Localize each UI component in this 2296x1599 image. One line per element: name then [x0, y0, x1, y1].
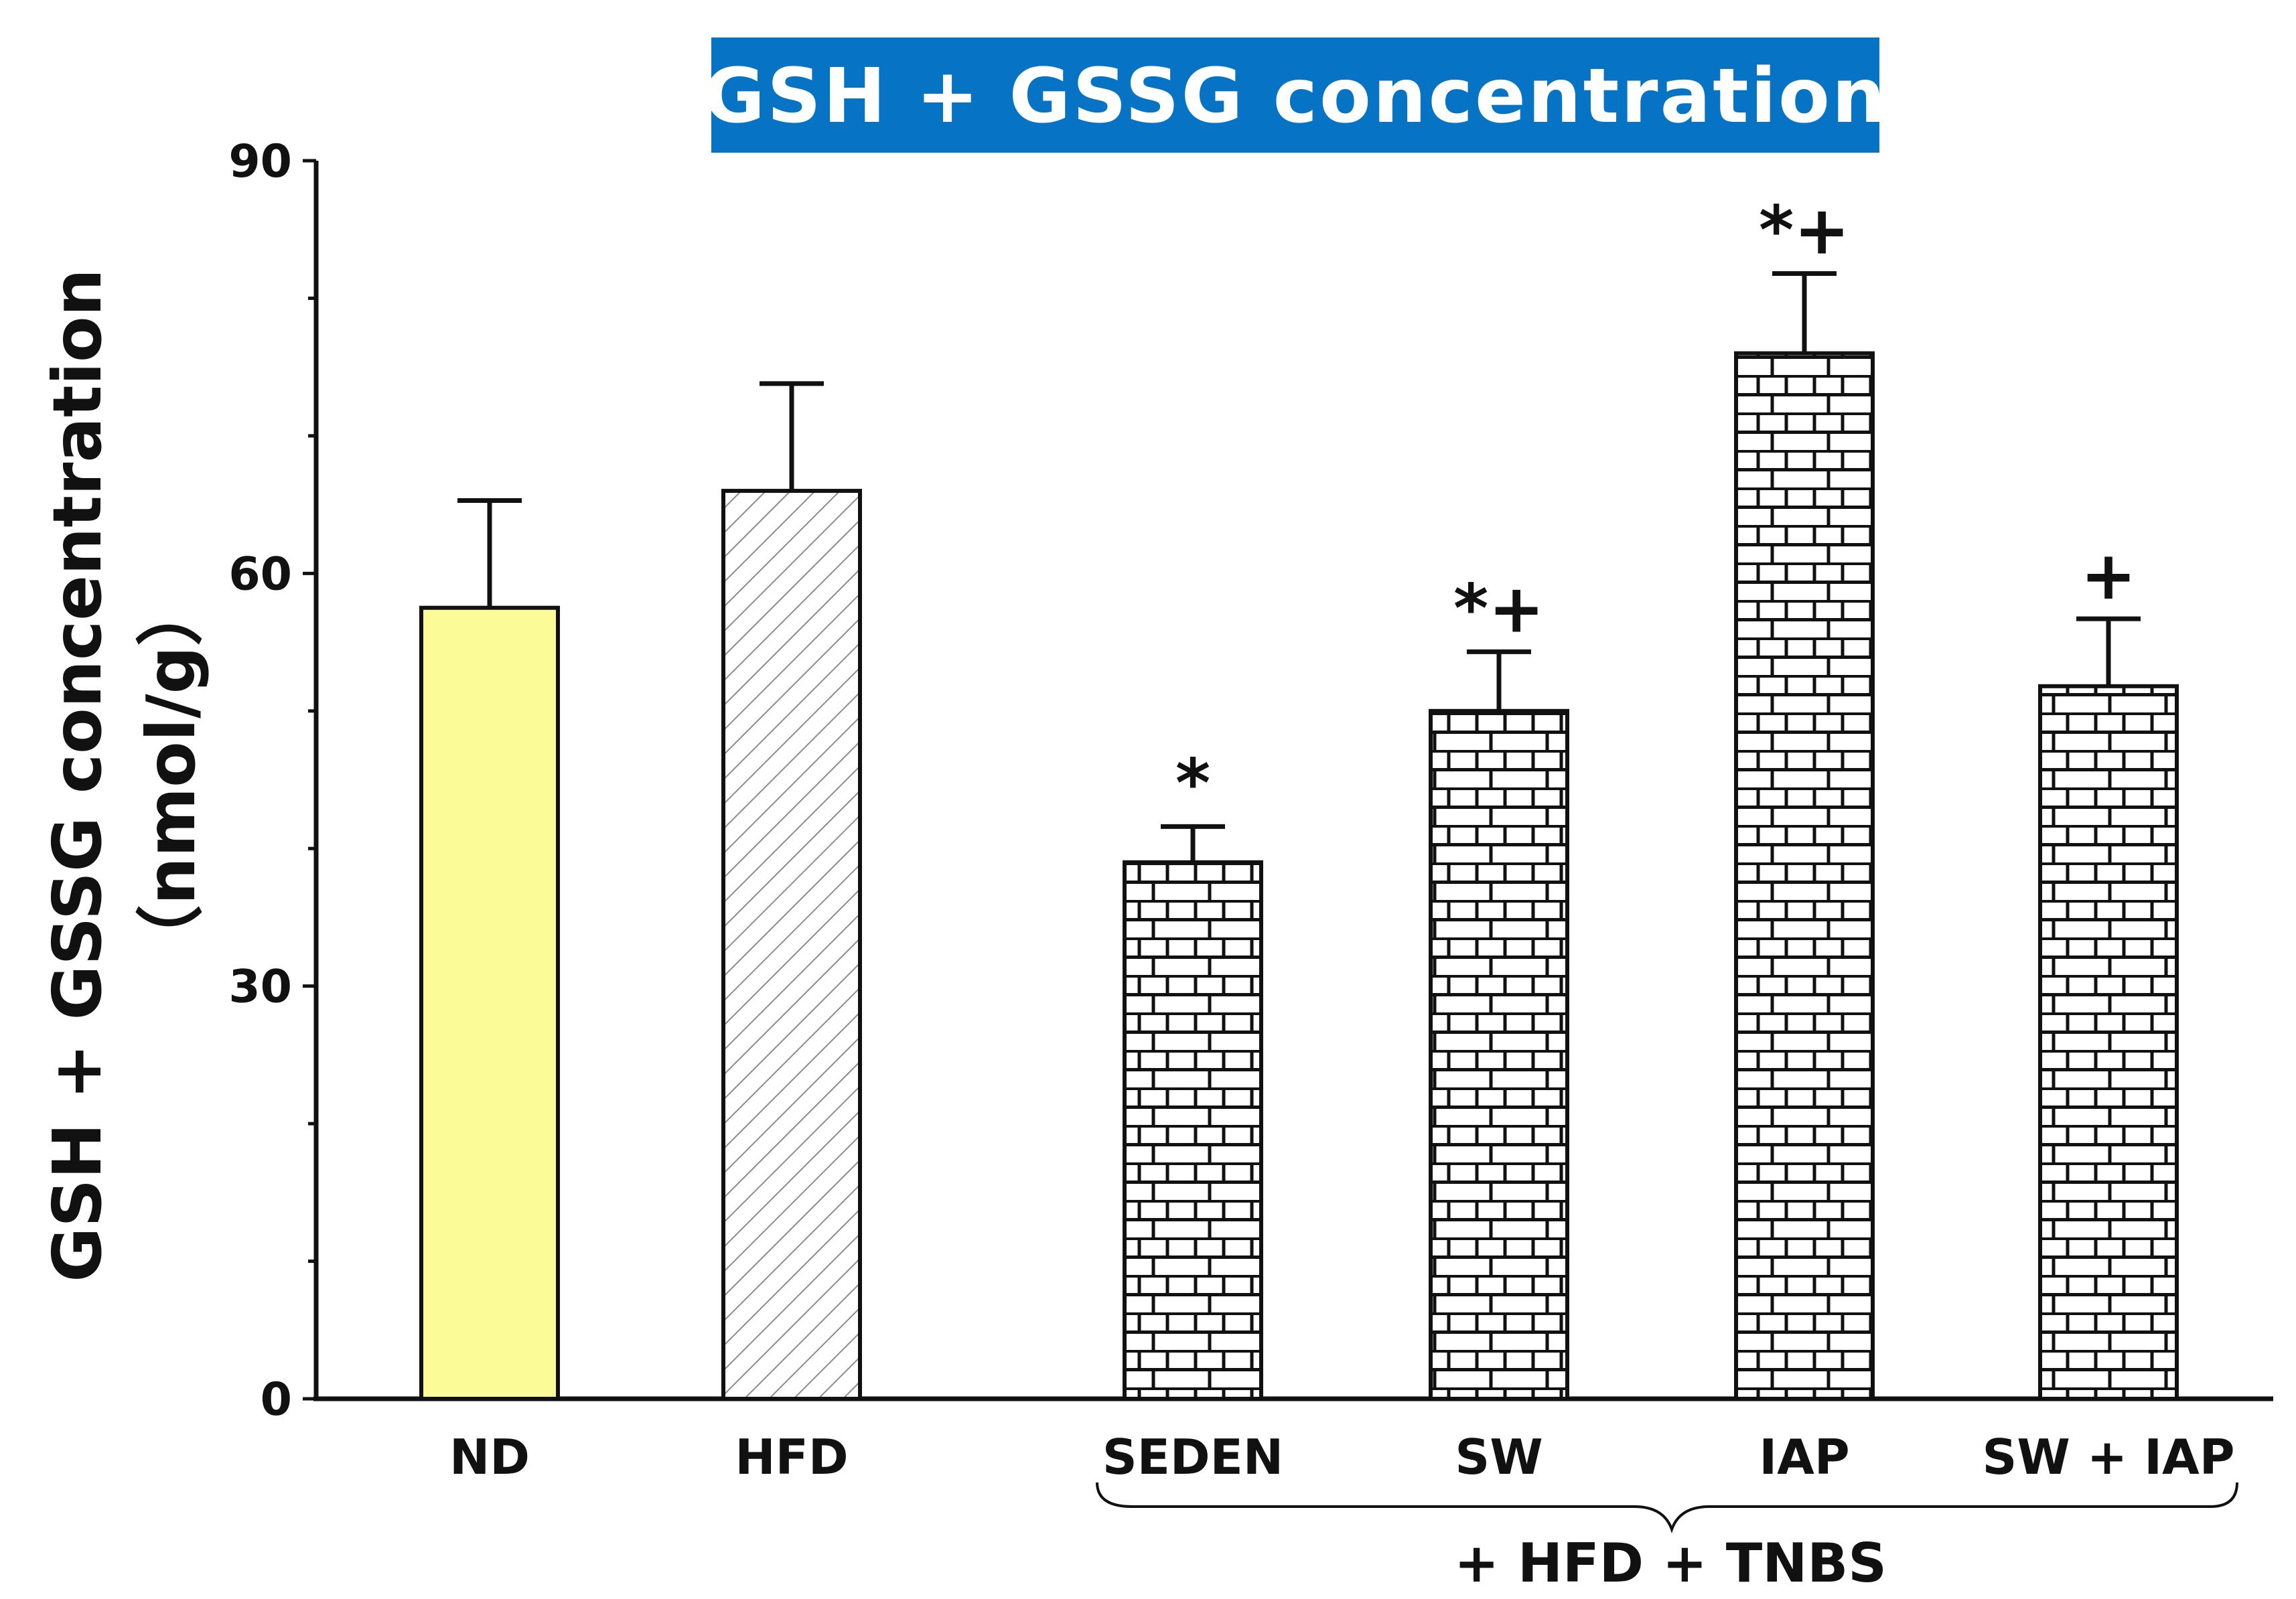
y-axis-unit-label: （nmol/g） [132, 579, 210, 972]
significance-marker: * [1175, 744, 1210, 822]
y-tick-label: 30 [228, 961, 292, 1014]
y-tick-label: 0 [261, 1373, 292, 1426]
x-category-label: SW [1455, 1429, 1542, 1485]
bar [721, 489, 862, 1401]
bar [1429, 708, 1569, 1401]
error-bars [457, 271, 2141, 862]
chart-title-background [711, 37, 1879, 153]
error-bar [1772, 271, 1837, 354]
error-bar [1161, 824, 1225, 862]
group-brace [1096, 1482, 2238, 1533]
group-label: + HFD + TNBS [1454, 1532, 1887, 1594]
chart-title: GSH + GSSG concentration [703, 53, 1887, 140]
x-category-label: SW + IAP [1982, 1429, 2234, 1485]
x-category-labels: ND HFD SEDEN SW IAP SW + IAP [449, 1429, 2235, 1485]
significance-marker: *+ [1453, 569, 1545, 648]
error-bar [457, 498, 522, 608]
error-bar [760, 381, 824, 491]
bar [1123, 860, 1263, 1401]
bar [2038, 684, 2179, 1401]
significance-marker: *+ [1759, 191, 1850, 269]
x-category-label: ND [449, 1429, 530, 1485]
x-category-label: HFD [735, 1429, 848, 1485]
x-category-label: IAP [1759, 1429, 1849, 1485]
error-bar [2076, 616, 2141, 686]
significance-annotations: * *+ *+ + [1175, 191, 2137, 822]
y-tick-label: 60 [228, 548, 292, 601]
significance-marker: + [2080, 536, 2137, 615]
bars [419, 351, 2179, 1401]
y-axis-label: GSH + GSSG concentration [38, 269, 117, 1282]
y-tick-label: 90 [228, 135, 292, 188]
bar [419, 605, 560, 1401]
x-category-label: SEDEN [1102, 1429, 1283, 1485]
y-ticks: 0 30 60 90 [228, 135, 316, 1426]
error-bar [1467, 649, 1531, 711]
bar [1734, 351, 1875, 1401]
